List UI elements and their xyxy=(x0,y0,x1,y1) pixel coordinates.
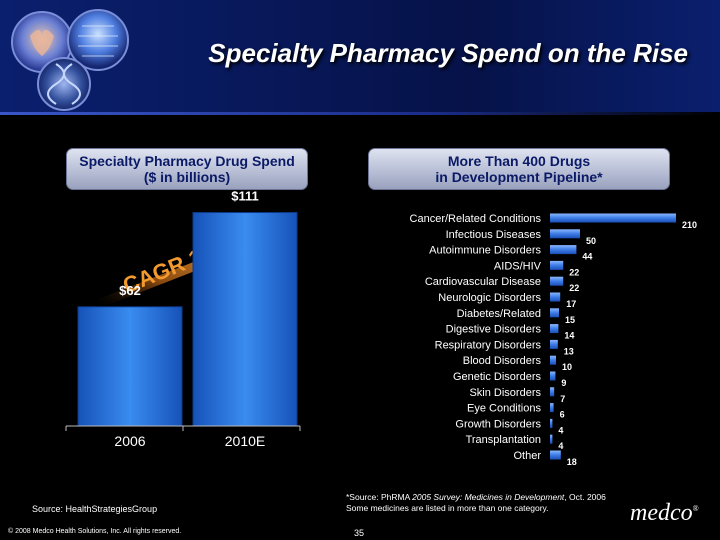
pipeline-value-label: 22 xyxy=(569,267,579,277)
spend-category-label: 2006 xyxy=(114,433,145,449)
pipeline-category-label: Diabetes/Related xyxy=(457,308,541,320)
pipeline-category-label: Eye Conditions xyxy=(467,403,541,415)
pipeline-category-label: AIDS/HIV xyxy=(494,260,542,272)
pipeline-category-label: Neurologic Disorders xyxy=(438,292,541,304)
pipeline-category-label: Autoimmune Disorders xyxy=(429,245,541,257)
pipeline-value-label: 10 xyxy=(562,362,572,372)
pipeline-category-label: Infectious Diseases xyxy=(446,229,542,241)
spend-value-label: $111 xyxy=(231,189,259,204)
header-divider xyxy=(0,112,720,115)
pipeline-bar xyxy=(550,434,553,444)
pipeline-footnote: *Source: PhRMA 2005 Survey: Medicines in… xyxy=(346,492,606,514)
pipeline-bar xyxy=(550,339,558,349)
pipeline-header-line1: More Than 400 Drugs xyxy=(447,153,591,169)
pipeline-bar xyxy=(550,324,559,334)
pipeline-category-label: Cardiovascular Disease xyxy=(425,276,541,288)
copyright-notice: © 2008 Medco Health Solutions, Inc. All … xyxy=(8,528,182,535)
pipeline-value-label: 22 xyxy=(569,283,579,293)
pipeline-value-label: 44 xyxy=(582,252,592,262)
page-number: 35 xyxy=(354,528,365,538)
pipeline-value-label: 7 xyxy=(560,394,565,404)
pipeline-bar-chart: Cancer/Related Conditions 210 Infectious D… xyxy=(410,213,698,467)
pipeline-value-label: 4 xyxy=(558,441,563,451)
source-note: Source: HealthStrategiesGroup xyxy=(32,504,158,514)
footnote-line2: Some medicines are listed in more than o… xyxy=(346,503,549,513)
pipeline-bar xyxy=(550,260,564,270)
footnote-suffix: , Oct. 2006 xyxy=(564,492,606,502)
footnote-italic: 2005 Survey: Medicines in Development xyxy=(412,492,565,502)
pipeline-category-label: Blood Disorders xyxy=(463,355,542,367)
pipeline-bar xyxy=(550,450,561,460)
pipeline-category-label: Other xyxy=(513,450,541,462)
pipeline-category-label: Growth Disorders xyxy=(455,418,541,430)
pipeline-bar xyxy=(550,355,556,365)
pipeline-bar xyxy=(550,371,556,381)
medco-logo: medco® xyxy=(630,500,699,527)
pipeline-header-line2: in Development Pipeline* xyxy=(435,169,603,185)
spend-bar-2006 xyxy=(77,306,183,427)
pipeline-bar xyxy=(550,213,676,223)
pipeline-category-label: Transplantation xyxy=(466,434,541,446)
pipeline-category-label: Genetic Disorders xyxy=(453,371,542,383)
spend-value-label: $62 xyxy=(119,283,141,298)
pipeline-value-label: 17 xyxy=(566,299,576,309)
pipeline-bar xyxy=(550,229,580,239)
pipeline-chart-header: More Than 400 Drugs in Development Pipel… xyxy=(368,148,670,190)
pipeline-value-label: 4 xyxy=(558,425,563,435)
pipeline-category-label: Respiratory Disorders xyxy=(435,339,542,351)
pipeline-bar xyxy=(550,403,554,413)
pipeline-bar xyxy=(550,418,553,428)
spend-chart-header: Specialty Pharmacy Drug Spend ($ in bill… xyxy=(66,148,308,190)
spend-header-line2: ($ in billions) xyxy=(143,169,231,185)
pipeline-bar xyxy=(550,245,577,255)
pipeline-value-label: 14 xyxy=(564,331,574,341)
page-title: Specialty Pharmacy Spend on the Rise xyxy=(208,38,688,68)
pipeline-category-label: Cancer/Related Conditions xyxy=(410,213,542,225)
pipeline-bar xyxy=(550,387,555,397)
pipeline-bar xyxy=(550,276,564,286)
logo-registered-mark: ® xyxy=(692,504,699,513)
pipeline-category-label: Digestive Disorders xyxy=(446,324,542,336)
footnote-prefix: *Source: PhRMA xyxy=(346,492,413,502)
pipeline-value-label: 50 xyxy=(586,236,596,246)
spend-category-label: 2010E xyxy=(225,433,265,449)
spend-bar-2010E xyxy=(192,212,298,427)
pipeline-value-label: 15 xyxy=(565,315,575,325)
pipeline-value-label: 9 xyxy=(561,378,566,388)
pipeline-value-label: 6 xyxy=(560,410,565,420)
pipeline-value-label: 18 xyxy=(567,457,577,467)
pipeline-bar xyxy=(550,292,561,302)
medical-collage-icon xyxy=(11,9,129,111)
pipeline-bar xyxy=(550,308,559,318)
pipeline-value-label: 210 xyxy=(682,220,697,230)
pipeline-value-label: 13 xyxy=(564,346,574,356)
pipeline-category-label: Skin Disorders xyxy=(469,387,541,399)
logo-text: medco xyxy=(630,500,693,526)
spend-header-line1: Specialty Pharmacy Drug Spend xyxy=(79,153,295,169)
